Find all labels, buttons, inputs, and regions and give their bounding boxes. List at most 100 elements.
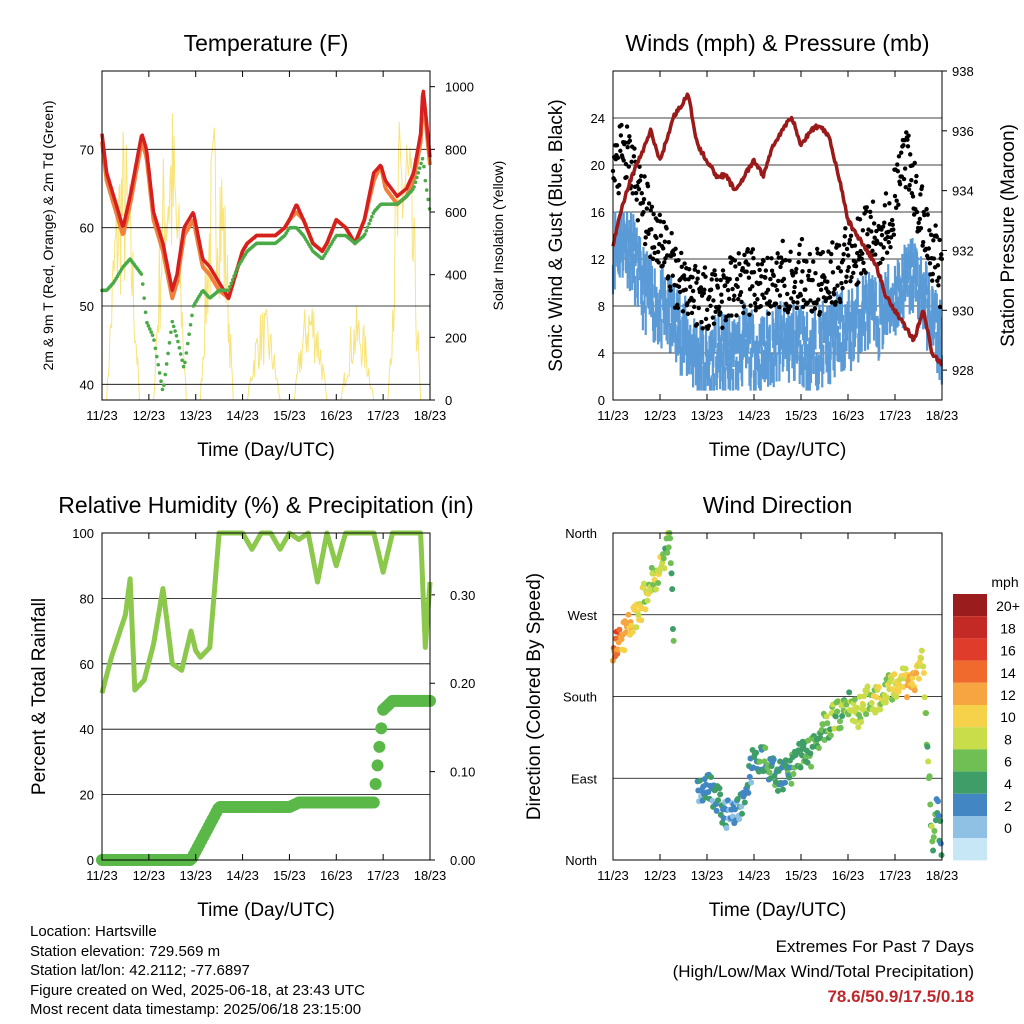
gust-point bbox=[896, 202, 901, 207]
gust-point bbox=[658, 233, 664, 238]
gust-point bbox=[807, 268, 812, 274]
legend-swatch bbox=[953, 660, 987, 683]
direction-point bbox=[670, 637, 677, 644]
chart-title: Relative Humidity (%) & Precipitation (i… bbox=[58, 492, 473, 518]
gust-point bbox=[694, 280, 699, 285]
gust-point bbox=[745, 247, 750, 252]
gust-point bbox=[681, 273, 687, 278]
gust-point bbox=[831, 292, 837, 297]
gust-point bbox=[827, 295, 833, 300]
gust-point bbox=[715, 285, 721, 290]
direction-point bbox=[868, 700, 875, 707]
dewpoint-point bbox=[159, 379, 163, 384]
direction-point bbox=[715, 797, 722, 804]
gust-point bbox=[864, 205, 869, 210]
gust-point bbox=[794, 266, 799, 272]
direction-point bbox=[738, 803, 745, 810]
gust-point bbox=[644, 206, 650, 211]
direction-point bbox=[621, 647, 628, 654]
dewpoint-point bbox=[423, 178, 428, 183]
y2-tick-label: 200 bbox=[445, 330, 467, 345]
direction-point bbox=[713, 807, 720, 814]
gust-point bbox=[936, 275, 942, 280]
x-axis-label: Time (Day/UTC) bbox=[197, 440, 335, 461]
gust-point bbox=[865, 231, 870, 237]
gust-point bbox=[860, 228, 866, 233]
gust-point bbox=[801, 298, 806, 303]
direction-point bbox=[618, 636, 625, 643]
direction-point bbox=[837, 724, 844, 731]
gust-point bbox=[905, 144, 911, 149]
y2-tick-label: 0.10 bbox=[450, 765, 475, 780]
gust-point bbox=[926, 256, 931, 261]
gust-point bbox=[639, 173, 644, 179]
legend-label: 4 bbox=[1004, 776, 1012, 792]
direction-point bbox=[644, 597, 651, 604]
gust-point bbox=[771, 273, 776, 279]
x-tick-label: 15/23 bbox=[785, 408, 818, 423]
dewpoint-point bbox=[184, 351, 189, 355]
gust-point bbox=[840, 257, 846, 263]
gust-point bbox=[928, 232, 934, 237]
direction-point bbox=[860, 702, 867, 709]
gust-point bbox=[755, 297, 760, 302]
gust-point bbox=[625, 144, 630, 150]
y-tick-label: East bbox=[571, 771, 597, 786]
gust-point bbox=[810, 277, 815, 283]
dewpoint-point bbox=[169, 330, 173, 335]
y2-tick-label: 938 bbox=[952, 64, 974, 79]
gust-point bbox=[861, 260, 866, 266]
gust-point bbox=[844, 274, 849, 279]
gust-point bbox=[732, 293, 737, 298]
direction-point bbox=[888, 675, 895, 682]
gust-point bbox=[698, 285, 704, 290]
gust-point bbox=[811, 259, 816, 264]
gust-point bbox=[708, 287, 714, 292]
dewpoint-point bbox=[364, 229, 369, 233]
gust-point bbox=[788, 249, 793, 255]
direction-point bbox=[903, 694, 910, 701]
gust-point bbox=[778, 264, 783, 270]
gust-point bbox=[838, 269, 844, 274]
gust-point bbox=[937, 237, 942, 243]
direction-point bbox=[937, 840, 944, 847]
gust-point bbox=[703, 274, 708, 279]
gust-point bbox=[656, 260, 661, 265]
chart-title: Winds (mph) & Pressure (mb) bbox=[625, 30, 929, 56]
gust-point bbox=[857, 217, 863, 222]
gust-point bbox=[927, 228, 932, 233]
plot-frame bbox=[101, 70, 431, 401]
station-info: Location: Hartsville Station elevation: … bbox=[30, 922, 365, 1020]
gust-point bbox=[652, 250, 657, 256]
dewpoint-point bbox=[142, 296, 146, 300]
direction-point bbox=[717, 791, 724, 798]
gust-point bbox=[820, 249, 826, 255]
gust-point bbox=[746, 262, 751, 267]
gust-point bbox=[887, 201, 892, 206]
wind-direction-chart: North East South West North mph 20+ 18 16 14 12 10 8… bbox=[524, 492, 1020, 921]
gust-point bbox=[883, 191, 889, 196]
gust-point bbox=[856, 280, 861, 285]
rh-precip-chart: 0 20 40 60 80 100 0.00 0.10 0.20 0.30 Percent & To… bbox=[29, 492, 475, 921]
direction-point bbox=[846, 689, 853, 696]
direction-point bbox=[648, 564, 655, 571]
direction-point bbox=[909, 674, 916, 681]
dewpoint-point bbox=[412, 185, 416, 189]
direction-point bbox=[748, 779, 755, 786]
direction-point bbox=[667, 560, 674, 567]
x-tick-label: 15/23 bbox=[785, 868, 818, 883]
x-tick-label: 11/23 bbox=[597, 408, 629, 423]
gust-point bbox=[790, 273, 796, 278]
gust-point bbox=[700, 326, 705, 331]
gust-point bbox=[805, 300, 810, 306]
dewpoint-point bbox=[363, 232, 367, 237]
x-tick-label: 13/23 bbox=[691, 868, 724, 883]
plot-frame bbox=[101, 532, 431, 861]
gust-point bbox=[919, 184, 925, 189]
gust-point bbox=[795, 300, 800, 305]
gust-point bbox=[708, 303, 713, 309]
dewpoint-point bbox=[155, 354, 159, 359]
dewpoint-point bbox=[166, 351, 170, 356]
gust-point bbox=[885, 234, 890, 240]
gust-point bbox=[711, 321, 717, 326]
